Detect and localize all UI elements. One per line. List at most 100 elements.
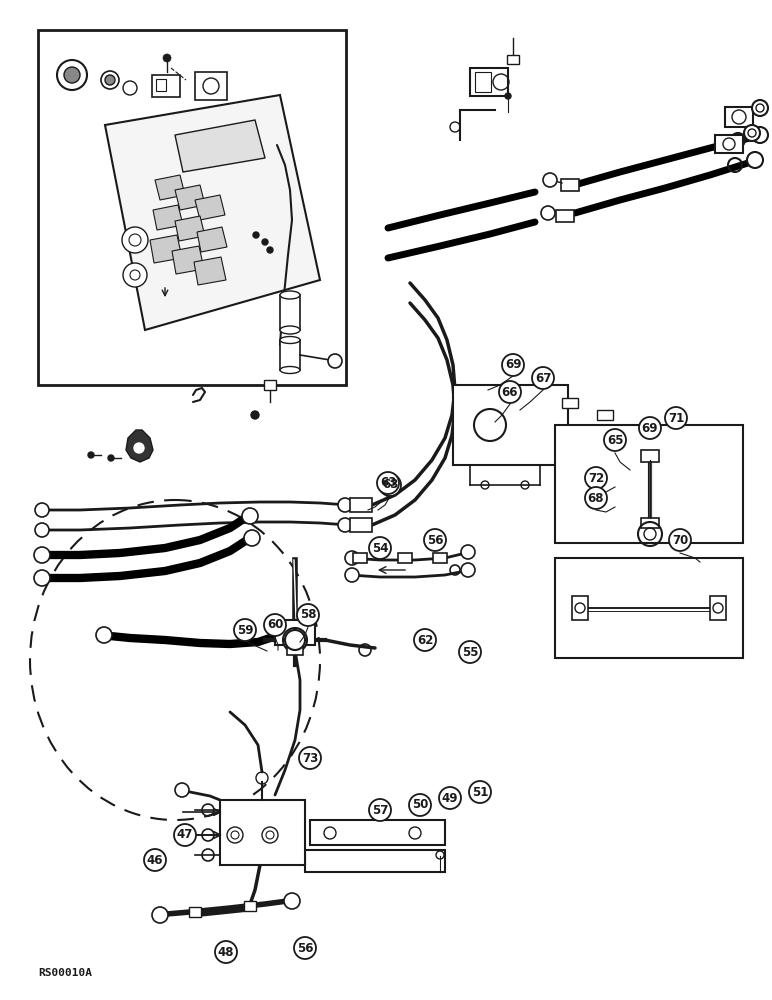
Circle shape (242, 508, 258, 524)
FancyBboxPatch shape (353, 553, 367, 563)
FancyBboxPatch shape (244, 901, 256, 911)
Text: 72: 72 (587, 472, 604, 485)
Polygon shape (150, 235, 182, 263)
FancyBboxPatch shape (275, 620, 315, 645)
Ellipse shape (280, 336, 300, 344)
Text: 49: 49 (442, 792, 459, 804)
Text: 63: 63 (380, 477, 396, 489)
Circle shape (502, 354, 524, 376)
Text: 60: 60 (267, 618, 283, 632)
Polygon shape (197, 227, 227, 252)
Circle shape (215, 941, 237, 963)
FancyBboxPatch shape (725, 107, 753, 127)
Text: 67: 67 (535, 371, 551, 384)
FancyBboxPatch shape (555, 558, 743, 658)
FancyBboxPatch shape (590, 480, 690, 494)
Circle shape (123, 263, 147, 287)
FancyBboxPatch shape (641, 450, 659, 462)
Circle shape (747, 152, 763, 168)
FancyBboxPatch shape (701, 516, 709, 522)
Circle shape (328, 354, 342, 368)
Circle shape (152, 907, 168, 923)
FancyBboxPatch shape (195, 72, 227, 100)
Ellipse shape (280, 291, 300, 299)
FancyBboxPatch shape (555, 425, 743, 543)
Polygon shape (172, 246, 204, 274)
Circle shape (369, 537, 391, 559)
FancyBboxPatch shape (189, 907, 201, 917)
Circle shape (585, 487, 607, 509)
Polygon shape (194, 257, 226, 285)
Text: 69: 69 (505, 359, 521, 371)
FancyBboxPatch shape (453, 385, 568, 465)
Circle shape (439, 787, 461, 809)
Circle shape (744, 125, 760, 141)
Text: 57: 57 (372, 804, 388, 816)
Circle shape (424, 529, 446, 551)
Circle shape (174, 824, 196, 846)
Circle shape (541, 206, 555, 220)
Circle shape (669, 529, 691, 551)
Text: 73: 73 (302, 752, 318, 764)
Text: 69: 69 (642, 422, 659, 434)
Circle shape (264, 614, 286, 636)
Circle shape (639, 417, 661, 439)
Circle shape (345, 568, 359, 582)
Text: 59: 59 (237, 624, 253, 637)
FancyBboxPatch shape (507, 55, 519, 64)
Polygon shape (126, 430, 153, 462)
Circle shape (543, 173, 557, 187)
Circle shape (88, 452, 94, 458)
FancyBboxPatch shape (280, 295, 300, 330)
FancyBboxPatch shape (280, 340, 300, 370)
FancyBboxPatch shape (572, 596, 588, 620)
Circle shape (34, 547, 50, 563)
Circle shape (377, 472, 399, 494)
Circle shape (505, 93, 511, 99)
FancyBboxPatch shape (287, 645, 303, 655)
Circle shape (244, 530, 260, 546)
Text: 65: 65 (607, 434, 623, 446)
Circle shape (134, 443, 144, 453)
FancyBboxPatch shape (156, 79, 166, 91)
Text: 62: 62 (417, 634, 433, 647)
FancyBboxPatch shape (350, 518, 372, 532)
Circle shape (409, 794, 431, 816)
FancyBboxPatch shape (715, 135, 743, 153)
FancyBboxPatch shape (433, 553, 447, 563)
Circle shape (532, 367, 554, 389)
Circle shape (122, 227, 148, 253)
Circle shape (338, 518, 352, 532)
Polygon shape (155, 175, 185, 200)
Circle shape (604, 429, 626, 451)
FancyBboxPatch shape (597, 410, 613, 420)
Text: 51: 51 (472, 786, 488, 798)
Text: 68: 68 (587, 491, 604, 504)
Text: 58: 58 (300, 608, 317, 621)
Circle shape (469, 781, 491, 803)
Text: RS00010A: RS00010A (38, 968, 92, 978)
Circle shape (267, 247, 273, 253)
Circle shape (144, 849, 166, 871)
Text: 63: 63 (382, 479, 398, 491)
Circle shape (108, 455, 114, 461)
Circle shape (35, 523, 49, 537)
Circle shape (414, 629, 436, 651)
Circle shape (461, 545, 475, 559)
Circle shape (175, 783, 189, 797)
Circle shape (752, 100, 768, 116)
Circle shape (251, 411, 259, 419)
Text: 56: 56 (296, 942, 313, 954)
Circle shape (283, 628, 307, 652)
Polygon shape (153, 205, 183, 230)
Circle shape (234, 619, 256, 641)
Circle shape (461, 563, 475, 577)
FancyBboxPatch shape (398, 553, 412, 563)
Circle shape (64, 67, 80, 83)
Circle shape (379, 474, 401, 496)
Circle shape (294, 937, 316, 959)
Polygon shape (175, 216, 205, 241)
Circle shape (163, 54, 171, 62)
FancyBboxPatch shape (696, 454, 704, 460)
Circle shape (338, 498, 352, 512)
